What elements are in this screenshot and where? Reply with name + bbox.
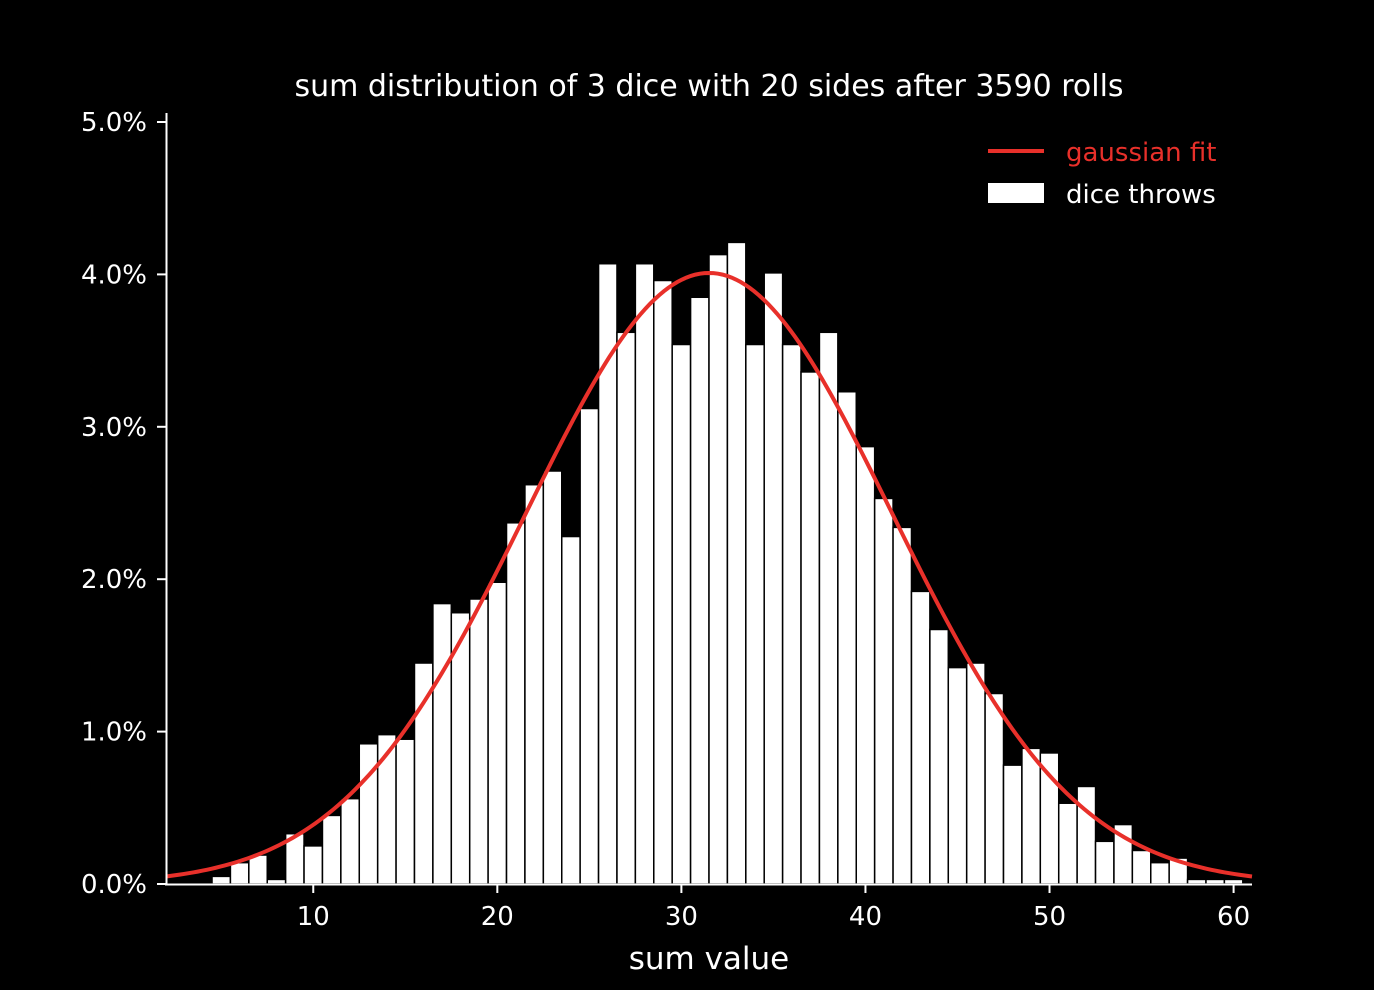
bar: [395, 738, 416, 885]
x-tick-label: 30: [665, 902, 698, 932]
bar: [892, 526, 913, 885]
bar: [432, 602, 453, 885]
x-tick-label: 40: [849, 902, 882, 932]
bar: [763, 272, 784, 885]
bar: [837, 391, 858, 885]
y-ticks: 0.0% 1.0% 2.0% 3.0% 4.0% 5.0%: [81, 108, 166, 900]
bar: [873, 497, 894, 885]
x-tick-label: 60: [1217, 902, 1250, 932]
y-tick-label: 2.0%: [81, 565, 147, 595]
bar: [708, 253, 729, 885]
bar: [229, 861, 250, 885]
x-tick-label: 50: [1033, 902, 1066, 932]
bar: [1131, 849, 1152, 885]
bar: [487, 581, 508, 885]
y-tick-label: 5.0%: [81, 108, 147, 138]
bar: [1057, 802, 1078, 885]
bar: [947, 666, 968, 885]
bar: [524, 483, 545, 885]
y-tick-label: 4.0%: [81, 260, 147, 290]
bar: [321, 814, 342, 885]
bar: [1205, 878, 1226, 885]
bar: [855, 445, 876, 885]
bar: [358, 743, 379, 885]
x-tick-label: 20: [481, 902, 514, 932]
bar: [413, 662, 434, 885]
bar: [1186, 878, 1207, 885]
bar: [965, 662, 986, 885]
axes: [165, 113, 1252, 886]
bar: [542, 470, 563, 885]
bar: [653, 279, 673, 885]
y-tick-label: 0.0%: [81, 870, 147, 900]
bar: [671, 343, 692, 885]
bar: [984, 692, 1005, 885]
chart-title: sum distribution of 3 dice with 20 sides…: [294, 69, 1123, 104]
legend-dice-swatch: [988, 183, 1044, 203]
bar: [579, 407, 600, 885]
bar-series: [211, 241, 1244, 885]
bar: [929, 628, 950, 885]
gaussian-fit-line: [165, 270, 1253, 879]
bar: [1150, 861, 1170, 885]
y-tick-label: 3.0%: [81, 413, 147, 443]
x-ticks: 10 20 30 40 50 60: [297, 884, 1250, 932]
bar: [1021, 747, 1042, 885]
bar: [1002, 764, 1023, 885]
bar: [505, 522, 526, 885]
bar: [376, 733, 397, 885]
x-axis-label: sum value: [629, 941, 790, 977]
bar: [1094, 840, 1115, 885]
bar: [211, 875, 232, 885]
bar: [689, 296, 710, 885]
bar: [616, 331, 637, 885]
bar: [1076, 785, 1097, 885]
y-tick-label: 1.0%: [81, 718, 147, 748]
bar: [1223, 878, 1244, 885]
bar: [726, 241, 747, 885]
bar: [468, 598, 489, 885]
x-tick-label: 10: [297, 902, 330, 932]
bar: [303, 845, 324, 885]
bar: [818, 331, 839, 885]
bar: [800, 371, 821, 885]
bar: [340, 797, 361, 885]
legend-fit-label: gaussian fit: [1066, 138, 1216, 168]
bar: [745, 343, 765, 885]
legend: gaussian fit dice throws: [988, 138, 1216, 210]
bar: [248, 854, 268, 885]
bar: [266, 878, 287, 885]
bar: [781, 343, 802, 885]
legend-dice-label: dice throws: [1066, 180, 1216, 210]
bar: [910, 590, 931, 885]
bar: [561, 535, 581, 885]
bar: [634, 262, 655, 885]
